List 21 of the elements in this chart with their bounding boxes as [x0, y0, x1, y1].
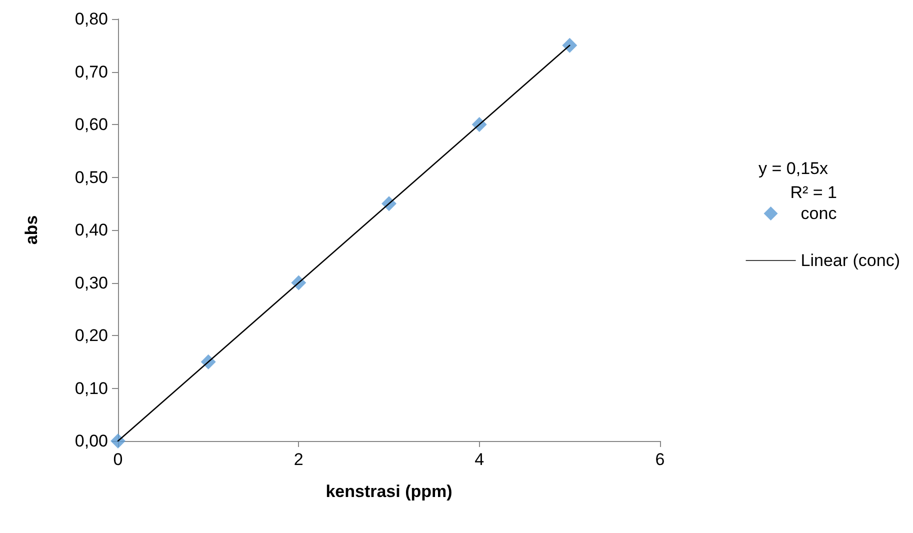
y-tick-label: 0,80: [74, 10, 108, 28]
y-tick-label: 0,30: [74, 273, 108, 292]
y-tick-label: 0,40: [74, 220, 108, 240]
y-tick-label: 0,10: [74, 378, 108, 398]
point: [562, 38, 578, 53]
y-tick-label: 0,70: [74, 62, 108, 82]
y-tick-label: 0,50: [74, 168, 108, 187]
y-tick-label: 0,00: [74, 432, 108, 450]
x-tick-label: 6: [655, 450, 665, 469]
point: [110, 434, 126, 448]
y-axis-title: abs: [22, 215, 41, 245]
x-tick-label: 4: [474, 450, 484, 469]
x-tick-label: 2: [294, 450, 304, 469]
x-tick-label: 0: [113, 450, 123, 469]
y-tick-label: 0,60: [74, 115, 108, 134]
legend-label: Linear (conc): [800, 251, 900, 270]
text: y = 0,15x: [758, 159, 828, 178]
text: R² = 1: [790, 183, 838, 202]
legend-label: conc: [800, 204, 838, 223]
x-axis-title: kenstrasi (ppm): [326, 482, 452, 501]
y-tick-label: 0,20: [74, 326, 108, 345]
